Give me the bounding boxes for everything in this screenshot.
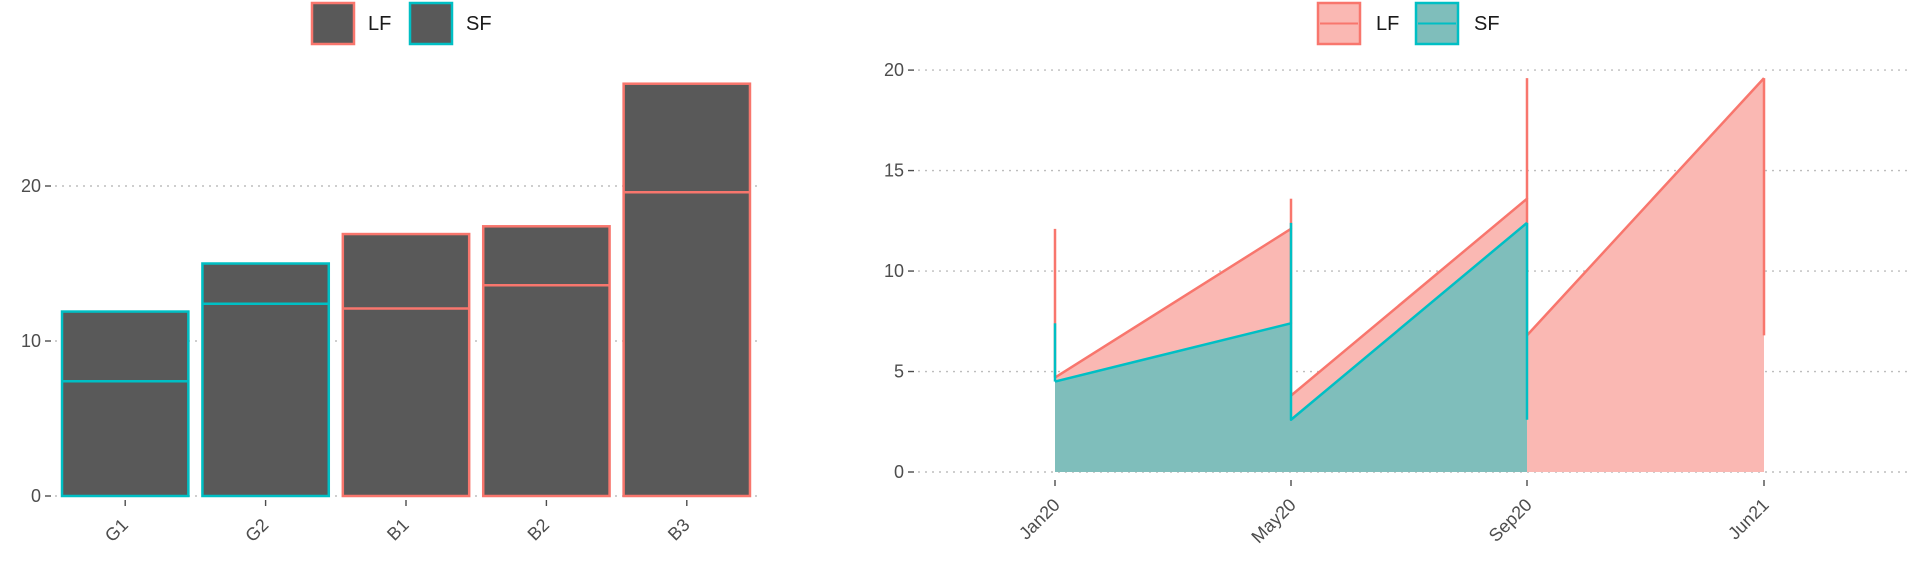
- legend-key: [310, 1, 356, 46]
- bar: [60, 310, 190, 498]
- y-tick-label: 20: [884, 60, 904, 80]
- x-tick-label: Jan20: [1015, 495, 1064, 544]
- lf-series-line: [1054, 77, 1765, 397]
- x-tick-label: B1: [383, 515, 413, 545]
- x-tick-label: G2: [241, 515, 272, 546]
- y-tick-label: 5: [894, 362, 904, 382]
- legend-key: [408, 1, 454, 46]
- y-tick-label: 0: [31, 486, 41, 506]
- x-tick-label: B2: [524, 515, 554, 545]
- x-tick-label: Sep20: [1485, 495, 1536, 546]
- legend: LF SF: [1316, 1, 1500, 46]
- legend-label: SF: [466, 13, 492, 35]
- y-tick-label: 20: [21, 176, 41, 196]
- legend-label: SF: [1474, 13, 1500, 35]
- bar: [622, 82, 752, 498]
- x-tick-label: May20: [1247, 495, 1299, 547]
- legend-label: LF: [368, 13, 391, 35]
- y-tick-label: 15: [884, 161, 904, 181]
- x-tick-label: G1: [101, 515, 132, 546]
- x-tick-label: B3: [664, 515, 694, 545]
- y-tick-label: 10: [884, 261, 904, 281]
- y-tick-label: 0: [894, 462, 904, 482]
- area-chart: 0 5 10 15 20 Jan20 May20 Sep20 Jun21 LF SF: [884, 1, 1910, 547]
- sf-series-line: [1054, 221, 1528, 422]
- bar-chart: 0 10 20 G1 G2 B1 B2 B3 LF SF: [21, 1, 757, 546]
- x-tick-label: Jun21: [1724, 495, 1773, 544]
- legend: LF SF: [310, 1, 492, 46]
- legend-label: LF: [1376, 13, 1399, 35]
- bar: [481, 225, 611, 498]
- bar: [201, 262, 331, 498]
- y-tick-label: 10: [21, 331, 41, 351]
- bar: [341, 232, 471, 498]
